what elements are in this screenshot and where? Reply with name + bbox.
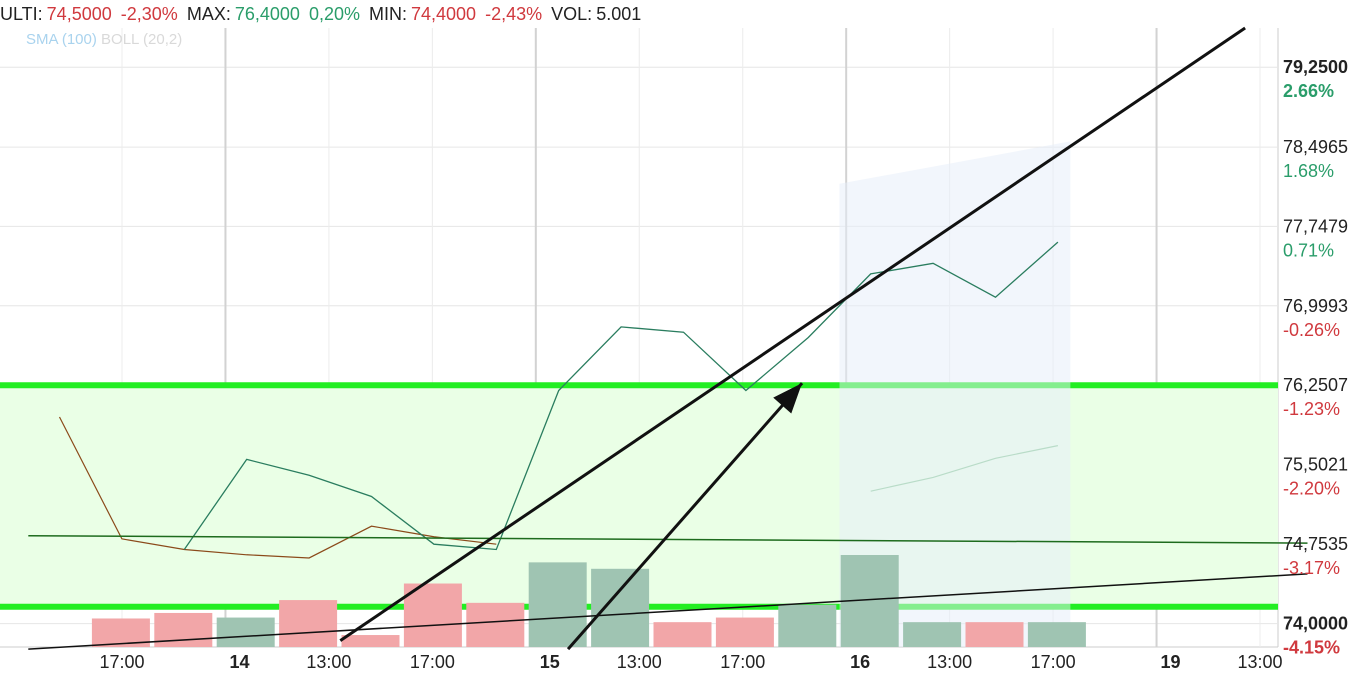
indicator-legend[interactable]: SMA (100) BOLL (20,2) xyxy=(26,31,182,48)
volume-bar xyxy=(653,622,712,647)
y-tick-percent: 1.68% xyxy=(1283,161,1334,181)
y-tick-percent: -0.26% xyxy=(1283,320,1340,340)
volume-bar xyxy=(591,568,650,647)
y-tick-label: 79,2500 xyxy=(1283,57,1348,77)
y-tick-label: 76,2507 xyxy=(1283,375,1348,395)
volume-bar xyxy=(341,635,400,647)
ulti-change: -2,30% xyxy=(120,4,178,24)
price-header: ULTI: 74,5000 -2,30% MAX: 76,4000 0,20% MI… xyxy=(0,0,645,28)
y-tick-label: 74,7535 xyxy=(1283,534,1348,554)
x-tick-label: 13:00 xyxy=(1237,652,1282,672)
volume-bar xyxy=(778,604,837,647)
max-label: MAX: xyxy=(186,4,231,24)
arrow-head xyxy=(773,383,803,414)
x-tick-label: 14 xyxy=(229,652,249,672)
y-tick-percent: -2.20% xyxy=(1283,478,1340,498)
projection-line xyxy=(870,445,1059,492)
trend-lines[interactable] xyxy=(28,26,1308,651)
min-value: 74,4000 xyxy=(411,4,477,24)
ulti-label: ULTI: xyxy=(0,4,43,24)
x-tick-label: 17:00 xyxy=(410,652,455,672)
volume-bars xyxy=(91,555,1086,647)
trend-line[interactable] xyxy=(28,573,1308,650)
max-value: 76,4000 xyxy=(234,4,300,24)
y-tick-label: 76,9993 xyxy=(1283,296,1348,316)
x-tick-label: 13:00 xyxy=(306,652,351,672)
y-tick-label: 78,4965 xyxy=(1283,137,1348,157)
volume-bar xyxy=(216,617,275,647)
price-line xyxy=(183,241,1059,551)
trend-line[interactable] xyxy=(339,26,1246,642)
vol-label: VOL: xyxy=(551,4,593,24)
vol-value: 5.001 xyxy=(596,4,642,24)
x-tick-label: 16 xyxy=(850,652,870,672)
y-tick-percent: 0.71% xyxy=(1283,240,1334,260)
projection-zone xyxy=(839,141,1071,648)
y-tick-label: 74,0000 xyxy=(1283,614,1348,634)
ulti-value: 74,5000 xyxy=(46,4,112,24)
y-axis: 79,2500 2.66% 78,4965 1.68% 77,7479 0.71% 76,9… xyxy=(1283,57,1348,657)
volume-bar xyxy=(528,562,587,647)
y-tick-percent: -1.23% xyxy=(1283,399,1340,419)
volume-bar xyxy=(466,602,525,647)
trend-line[interactable] xyxy=(28,534,1308,544)
volume-bar xyxy=(1027,622,1086,647)
trend-line[interactable] xyxy=(566,382,804,651)
x-tick-label: 17:00 xyxy=(99,652,144,672)
volume-bar xyxy=(903,622,962,647)
series xyxy=(58,241,1059,559)
min-change: -2,43% xyxy=(485,4,543,24)
x-axis: 17:00 14 13:00 17:00 15 13:00 17:00 16 13:00 17:0… xyxy=(99,652,1282,672)
max-change: 0,20% xyxy=(308,4,360,24)
sma-line xyxy=(58,416,497,559)
x-tick-label: 17:00 xyxy=(720,652,765,672)
x-tick-label: 17:00 xyxy=(1031,652,1076,672)
x-tick-label: 19 xyxy=(1161,652,1181,672)
volume-bar xyxy=(965,622,1024,647)
y-tick-percent: -3.17% xyxy=(1283,558,1340,578)
volume-bar xyxy=(279,600,338,647)
volume-bar xyxy=(715,617,774,647)
y-tick-percent: 2.66% xyxy=(1283,81,1334,101)
y-tick-percent: -4.15% xyxy=(1283,638,1340,658)
legend-boll[interactable]: BOLL (20,2) xyxy=(101,31,183,48)
volume-bar xyxy=(403,583,462,647)
x-tick-label: 13:00 xyxy=(927,652,972,672)
min-label: MIN: xyxy=(369,4,407,24)
x-tick-label: 13:00 xyxy=(617,652,662,672)
x-tick-label: 15 xyxy=(540,652,560,672)
y-tick-label: 75,5021 xyxy=(1283,454,1348,474)
y-tick-label: 77,7479 xyxy=(1283,216,1348,236)
projection-zone-fill xyxy=(839,141,1071,648)
legend-sma[interactable]: SMA (100) xyxy=(26,31,97,48)
